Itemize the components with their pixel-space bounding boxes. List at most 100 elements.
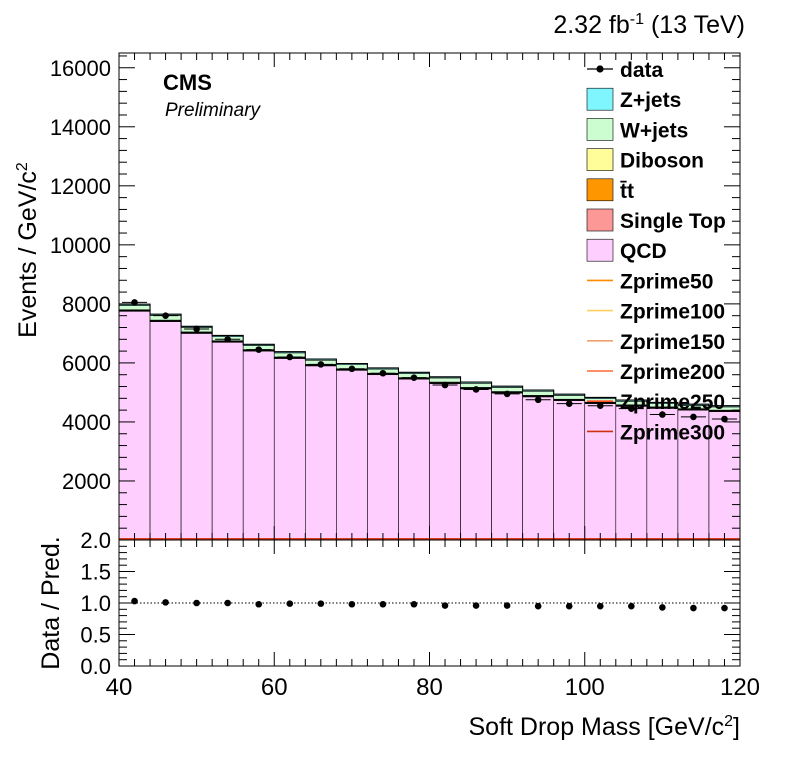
experiment-label: CMS xyxy=(163,70,212,95)
legend-label: Zprime200 xyxy=(620,361,725,384)
data-point xyxy=(503,390,511,398)
upper-plot: 2000 4000 6000 8000 10000 12000 14000 16000 xyxy=(50,52,741,541)
ratio-point xyxy=(565,602,573,610)
data-point xyxy=(472,386,480,393)
x-axis-label: Soft Drop Mass [GeV/c2] xyxy=(469,713,741,741)
ratio-point xyxy=(690,604,697,612)
legend-label: Z+jets xyxy=(620,89,681,112)
legend-swatch xyxy=(586,148,614,171)
legend-label: Zprime100 xyxy=(620,301,725,324)
bar xyxy=(180,333,213,541)
y-tick-label: 2.0 xyxy=(80,528,111,553)
y-tick-label: 16000 xyxy=(50,56,111,81)
bar xyxy=(149,321,182,541)
bar xyxy=(522,396,555,541)
x-tick-label: 120 xyxy=(720,674,760,701)
ratio-point xyxy=(348,600,356,608)
legend-entry: Zprime50 xyxy=(587,270,713,293)
bar xyxy=(460,388,492,541)
data-point xyxy=(317,361,325,368)
legend-label: Zprime150 xyxy=(620,331,725,354)
data-point xyxy=(379,369,387,377)
data-point xyxy=(162,312,169,319)
bar xyxy=(367,374,399,541)
bar xyxy=(242,350,275,541)
legend-label: Diboson xyxy=(620,150,704,173)
legend-entry: t̄t xyxy=(586,178,634,203)
data-point xyxy=(348,365,356,373)
ratio-point xyxy=(596,602,604,610)
legend-entry: Z+jets xyxy=(586,87,681,112)
luminosity-label: 2.32 fb-1 (13 TeV) xyxy=(553,11,745,39)
bar xyxy=(677,409,710,541)
ratio-point xyxy=(503,602,511,609)
data-point xyxy=(410,374,418,381)
ratio-point xyxy=(162,599,169,606)
ratio-point xyxy=(628,602,635,610)
bar xyxy=(553,400,586,541)
legend-label: Single Top xyxy=(620,210,726,233)
bar xyxy=(398,378,430,541)
bar xyxy=(553,395,586,400)
x-tick-label: 80 xyxy=(416,674,443,701)
bar xyxy=(491,392,523,541)
ratio-point xyxy=(224,599,231,607)
y-tick-label: 1.5 xyxy=(80,560,111,585)
x-tick-label: 60 xyxy=(261,674,288,701)
data-point xyxy=(131,299,138,306)
bar xyxy=(708,411,741,541)
bar xyxy=(273,358,306,541)
x-tick-label: 40 xyxy=(106,674,133,701)
legend-swatch xyxy=(586,208,614,232)
ratio-plot: 40 60 80 100 120 0.0 0.5 1.0 1.5 2.0 xyxy=(80,528,760,701)
ratio-point xyxy=(659,604,666,611)
legend: data Z+jets W+jets Diboson t̄t Single Top QCD Z… xyxy=(586,59,726,444)
ratio-point xyxy=(721,604,728,612)
legend-entry: Zprime300 xyxy=(587,421,725,444)
bar xyxy=(211,341,244,541)
data-point xyxy=(721,415,728,423)
bar xyxy=(584,403,617,541)
ratio-point xyxy=(410,600,418,608)
bar xyxy=(118,310,151,541)
legend-entry: Single Top xyxy=(586,208,726,233)
legend-entry: Zprime100 xyxy=(587,301,725,324)
bar xyxy=(336,369,368,541)
ratio-point xyxy=(379,600,387,608)
legend-label: Zprime250 xyxy=(620,391,725,414)
y-tick-label: 6000 xyxy=(62,351,111,376)
legend-label: t̄t xyxy=(619,180,634,203)
ratio-point xyxy=(193,599,200,607)
y-tick-label: 14000 xyxy=(50,115,111,140)
legend-marker xyxy=(596,65,604,73)
y-tick-label: 12000 xyxy=(50,174,111,199)
y-tick-label: 10000 xyxy=(50,233,111,258)
legend-swatch xyxy=(586,238,614,262)
legend-entry: Zprime250 xyxy=(587,391,725,414)
data-point xyxy=(565,400,573,407)
series-qcd xyxy=(118,310,741,541)
data-point xyxy=(441,381,449,389)
ratio-point xyxy=(131,597,138,605)
legend-entry: data xyxy=(587,59,664,82)
legend-label: data xyxy=(620,59,664,82)
y-tick-label: 2000 xyxy=(62,469,111,494)
legend-label: W+jets xyxy=(620,119,688,142)
x-tick-label: 100 xyxy=(565,674,605,701)
y-tick-label: 0.0 xyxy=(80,654,111,679)
data-point xyxy=(286,353,294,361)
legend-label: Zprime50 xyxy=(620,270,713,293)
data-point xyxy=(534,396,542,404)
ratio-point xyxy=(286,600,294,607)
bar xyxy=(522,390,555,396)
legend-entry: Diboson xyxy=(586,148,704,173)
ratio-point xyxy=(441,602,449,609)
legend-swatch xyxy=(586,118,614,141)
stack-outline xyxy=(119,303,740,407)
data-point xyxy=(255,346,263,353)
ratio-point xyxy=(317,600,325,607)
ratio-point xyxy=(534,602,542,610)
legend-label: Zprime300 xyxy=(620,421,725,444)
bar xyxy=(646,408,679,541)
